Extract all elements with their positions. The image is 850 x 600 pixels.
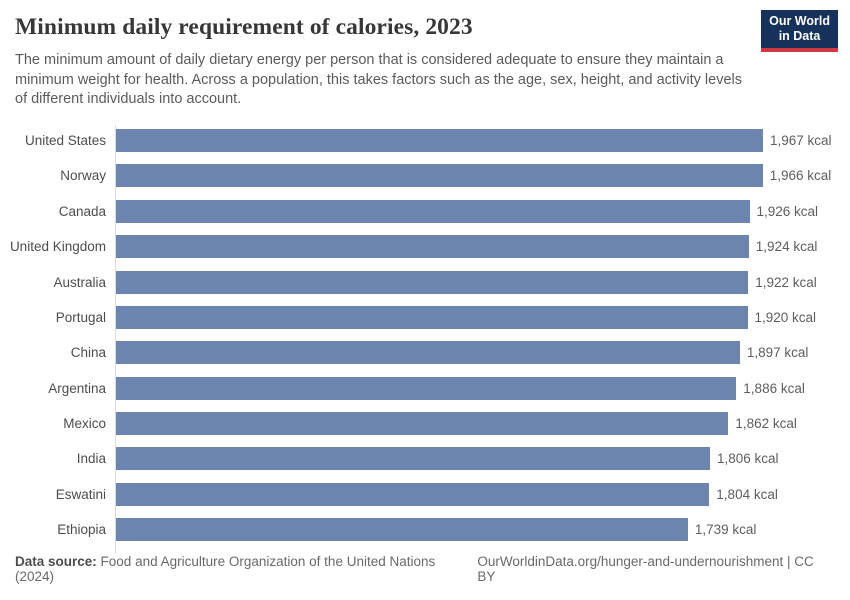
bar[interactable] xyxy=(115,376,737,400)
value-label: 1,967 kcal xyxy=(770,132,832,148)
chart-row: Eswatini 1,804 kcal xyxy=(0,477,850,512)
value-label: 1,922 kcal xyxy=(755,274,817,290)
country-label[interactable]: China xyxy=(70,345,106,361)
chart-rows: United States 1,967 kcal Norway 1,966 kc… xyxy=(0,123,850,548)
bar[interactable] xyxy=(115,128,763,152)
bar-area: 1,806 kcal xyxy=(115,447,850,471)
bar-area: 1,926 kcal xyxy=(115,199,850,223)
country-label[interactable]: Eswatini xyxy=(55,486,106,502)
country-label[interactable]: Argentina xyxy=(48,380,106,396)
chart-row: Australia 1,922 kcal xyxy=(0,264,850,299)
y-axis-line xyxy=(115,124,116,553)
chart-row: Ethiopia 1,739 kcal xyxy=(0,512,850,547)
value-label: 1,926 kcal xyxy=(756,203,819,219)
value-label: 1,897 kcal xyxy=(746,345,809,361)
data-source-label: Data source: xyxy=(15,554,97,569)
bar-area: 1,922 kcal xyxy=(115,270,850,294)
bar-area: 1,886 kcal xyxy=(115,376,850,400)
bar[interactable] xyxy=(115,235,749,259)
bar[interactable] xyxy=(115,412,729,436)
country-label[interactable]: Canada xyxy=(58,203,106,219)
chart-row: India 1,806 kcal xyxy=(0,441,850,476)
value-label: 1,862 kcal xyxy=(735,416,797,432)
bar[interactable] xyxy=(115,199,750,223)
bar-area: 1,967 kcal xyxy=(115,128,850,152)
value-label: 1,804 kcal xyxy=(716,486,778,502)
bar[interactable] xyxy=(115,482,710,506)
bar[interactable] xyxy=(115,518,688,542)
bar[interactable] xyxy=(115,447,710,471)
chart-row: Canada 1,926 kcal xyxy=(0,194,850,229)
attribution-link[interactable]: OurWorldinData.org/hunger-and-undernouri… xyxy=(477,554,814,584)
country-label[interactable]: India xyxy=(76,451,106,467)
bar[interactable] xyxy=(115,270,749,294)
country-label[interactable]: United Kingdom xyxy=(9,239,106,255)
value-label: 1,966 kcal xyxy=(769,168,832,184)
bar-area: 1,739 kcal xyxy=(115,518,850,542)
bar-area: 1,920 kcal xyxy=(115,305,850,329)
chart-row: China 1,897 kcal xyxy=(0,335,850,370)
value-label: 1,886 kcal xyxy=(743,380,805,396)
country-label[interactable]: Australia xyxy=(53,274,106,290)
chart-row: Portugal 1,920 kcal xyxy=(0,300,850,335)
chart-header: Minimum daily requirement of calories, 2… xyxy=(0,0,850,109)
country-label[interactable]: Norway xyxy=(60,168,106,184)
bar-area: 1,924 kcal xyxy=(115,235,850,259)
chart-row: Argentina 1,886 kcal xyxy=(0,370,850,405)
country-label[interactable]: Ethiopia xyxy=(57,522,106,538)
bar-area: 1,804 kcal xyxy=(115,482,850,506)
chart-row: United Kingdom 1,924 kcal xyxy=(0,229,850,264)
chart-title: Minimum daily requirement of calories, 2… xyxy=(15,14,473,40)
value-label: 1,739 kcal xyxy=(694,522,757,538)
bar-area: 1,966 kcal xyxy=(115,164,850,188)
country-label[interactable]: United States xyxy=(24,132,106,148)
bar-area: 1,897 kcal xyxy=(115,341,850,365)
chart-subtitle: The minimum amount of daily dietary ener… xyxy=(15,52,742,107)
data-source-text: Food and Agriculture Organization of the… xyxy=(15,554,436,584)
owid-logo-line1: Our World xyxy=(769,14,830,28)
bar[interactable] xyxy=(115,341,740,365)
country-label[interactable]: Mexico xyxy=(63,416,106,432)
owid-logo[interactable]: Our World in Data xyxy=(761,10,838,52)
bar[interactable] xyxy=(115,164,763,188)
data-source: Data source: Food and Agriculture Organi… xyxy=(15,554,477,584)
value-label: 1,920 kcal xyxy=(754,309,817,325)
owid-logo-line2: in Data xyxy=(778,29,821,43)
bar-area: 1,862 kcal xyxy=(115,412,850,436)
chart-row: Mexico 1,862 kcal xyxy=(0,406,850,441)
chart-row: United States 1,967 kcal xyxy=(0,123,850,158)
value-label: 1,924 kcal xyxy=(755,239,818,255)
bar[interactable] xyxy=(115,305,748,329)
value-label: 1,806 kcal xyxy=(717,451,779,467)
country-label[interactable]: Portugal xyxy=(55,309,106,325)
bar-chart: United States 1,967 kcal Norway 1,966 kc… xyxy=(0,123,850,553)
chart-footer: Data source: Food and Agriculture Organi… xyxy=(0,554,850,600)
chart-row: Norway 1,966 kcal xyxy=(0,158,850,193)
